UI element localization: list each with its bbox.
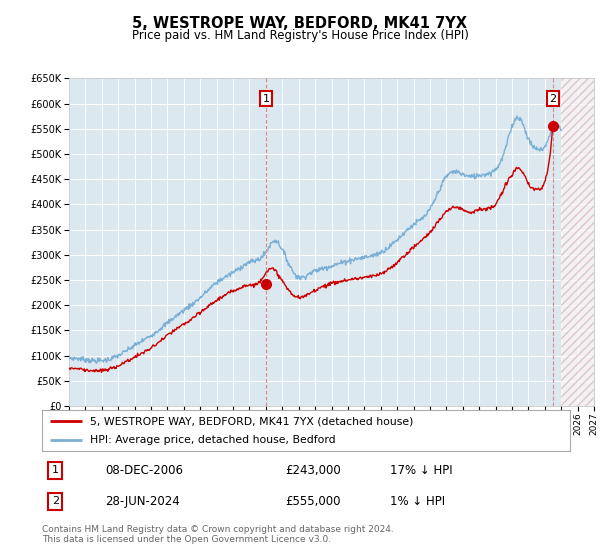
Bar	[561, 78, 594, 406]
Text: Price paid vs. HM Land Registry's House Price Index (HPI): Price paid vs. HM Land Registry's House …	[131, 29, 469, 42]
Text: 17% ↓ HPI: 17% ↓ HPI	[391, 464, 453, 477]
Text: HPI: Average price, detached house, Bedford: HPI: Average price, detached house, Bedf…	[89, 435, 335, 445]
Text: 2: 2	[52, 496, 59, 506]
Text: 2: 2	[550, 94, 557, 104]
Text: 1: 1	[52, 465, 59, 475]
Text: 1: 1	[262, 94, 269, 104]
Text: £555,000: £555,000	[285, 494, 340, 508]
Text: 28-JUN-2024: 28-JUN-2024	[106, 494, 180, 508]
Text: £243,000: £243,000	[285, 464, 341, 477]
Text: 5, WESTROPE WAY, BEDFORD, MK41 7YX: 5, WESTROPE WAY, BEDFORD, MK41 7YX	[133, 16, 467, 31]
Text: 5, WESTROPE WAY, BEDFORD, MK41 7YX (detached house): 5, WESTROPE WAY, BEDFORD, MK41 7YX (deta…	[89, 417, 413, 426]
Bar	[561, 78, 594, 406]
Bar	[561, 78, 594, 406]
Text: 1% ↓ HPI: 1% ↓ HPI	[391, 494, 446, 508]
Text: Contains HM Land Registry data © Crown copyright and database right 2024.
This d: Contains HM Land Registry data © Crown c…	[42, 525, 394, 544]
Text: 08-DEC-2006: 08-DEC-2006	[106, 464, 184, 477]
